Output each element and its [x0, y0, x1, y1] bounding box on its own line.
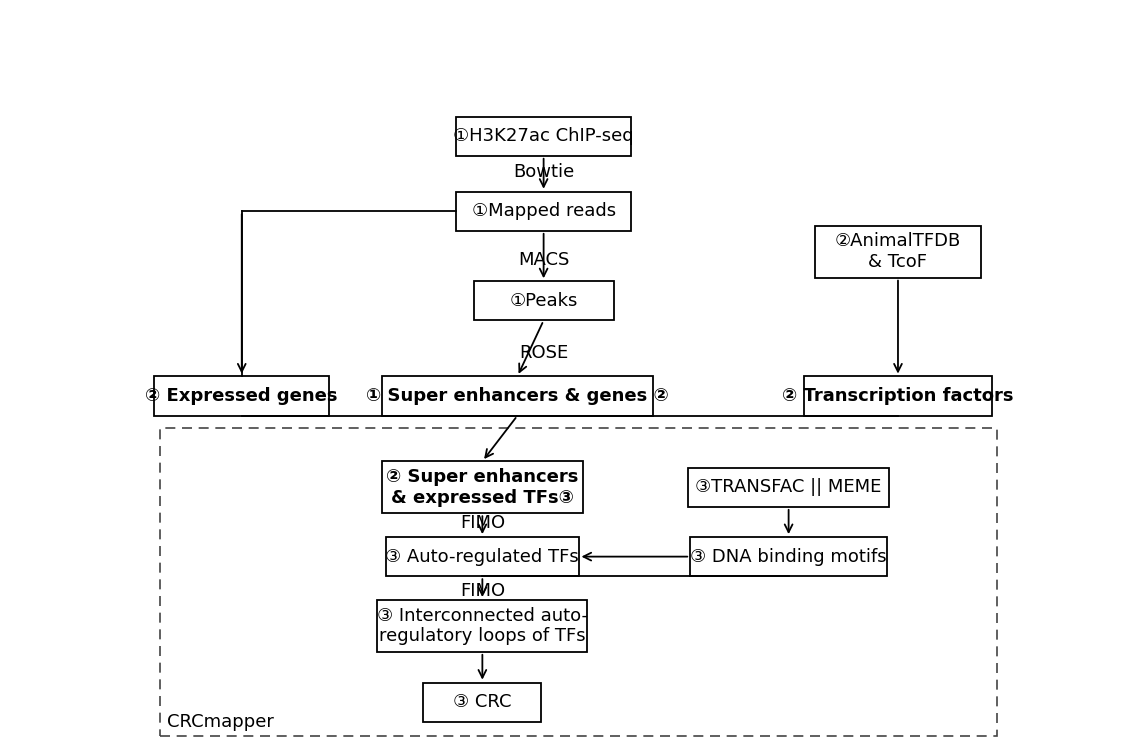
Bar: [690, 537, 887, 576]
Bar: [456, 192, 631, 231]
Bar: [815, 226, 981, 278]
Text: Bowtie: Bowtie: [513, 163, 575, 181]
Bar: [377, 600, 587, 652]
Text: ROSE: ROSE: [519, 344, 568, 362]
Bar: [456, 116, 631, 156]
Bar: [386, 537, 579, 576]
Text: ③ CRC: ③ CRC: [453, 693, 511, 711]
Bar: [474, 281, 614, 320]
Text: ③TRANSFAC || MEME: ③TRANSFAC || MEME: [695, 478, 882, 496]
Bar: [382, 376, 653, 416]
Bar: [382, 461, 583, 513]
Text: ③ Auto-regulated TFs: ③ Auto-regulated TFs: [385, 548, 579, 566]
Text: ② Expressed genes: ② Expressed genes: [146, 387, 338, 405]
Text: ①H3K27ac ChIP-seq: ①H3K27ac ChIP-seq: [454, 128, 633, 146]
Text: ③ Interconnected auto-
regulatory loops of TFs: ③ Interconnected auto- regulatory loops …: [377, 607, 588, 645]
Bar: [423, 682, 542, 722]
Text: ③ DNA binding motifs: ③ DNA binding motifs: [690, 548, 887, 566]
Text: ② Transcription factors: ② Transcription factors: [782, 387, 1014, 405]
Text: MACS: MACS: [518, 251, 569, 268]
Text: ②AnimalTFDB
& TcoF: ②AnimalTFDB & TcoF: [834, 232, 961, 271]
Bar: [804, 376, 992, 416]
Text: FIMO: FIMO: [460, 582, 505, 600]
Bar: [160, 427, 997, 736]
Text: ① Super enhancers & genes ②: ① Super enhancers & genes ②: [366, 387, 668, 405]
Text: ② Super enhancers
& expressed TFs③: ② Super enhancers & expressed TFs③: [386, 468, 578, 507]
Bar: [155, 376, 330, 416]
Text: ①Peaks: ①Peaks: [509, 292, 578, 310]
Bar: [688, 468, 890, 507]
Text: FIMO: FIMO: [460, 514, 505, 532]
Text: CRCmapper: CRCmapper: [167, 713, 274, 731]
Text: ①Mapped reads: ①Mapped reads: [472, 202, 615, 220]
